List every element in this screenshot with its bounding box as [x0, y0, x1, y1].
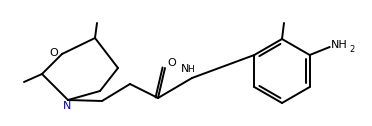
Text: O: O: [49, 48, 58, 58]
Text: NH: NH: [331, 40, 348, 50]
Text: H: H: [187, 65, 193, 73]
Text: N: N: [63, 101, 71, 111]
Text: O: O: [168, 58, 176, 68]
Text: N: N: [181, 64, 189, 74]
Text: 2: 2: [349, 45, 355, 55]
